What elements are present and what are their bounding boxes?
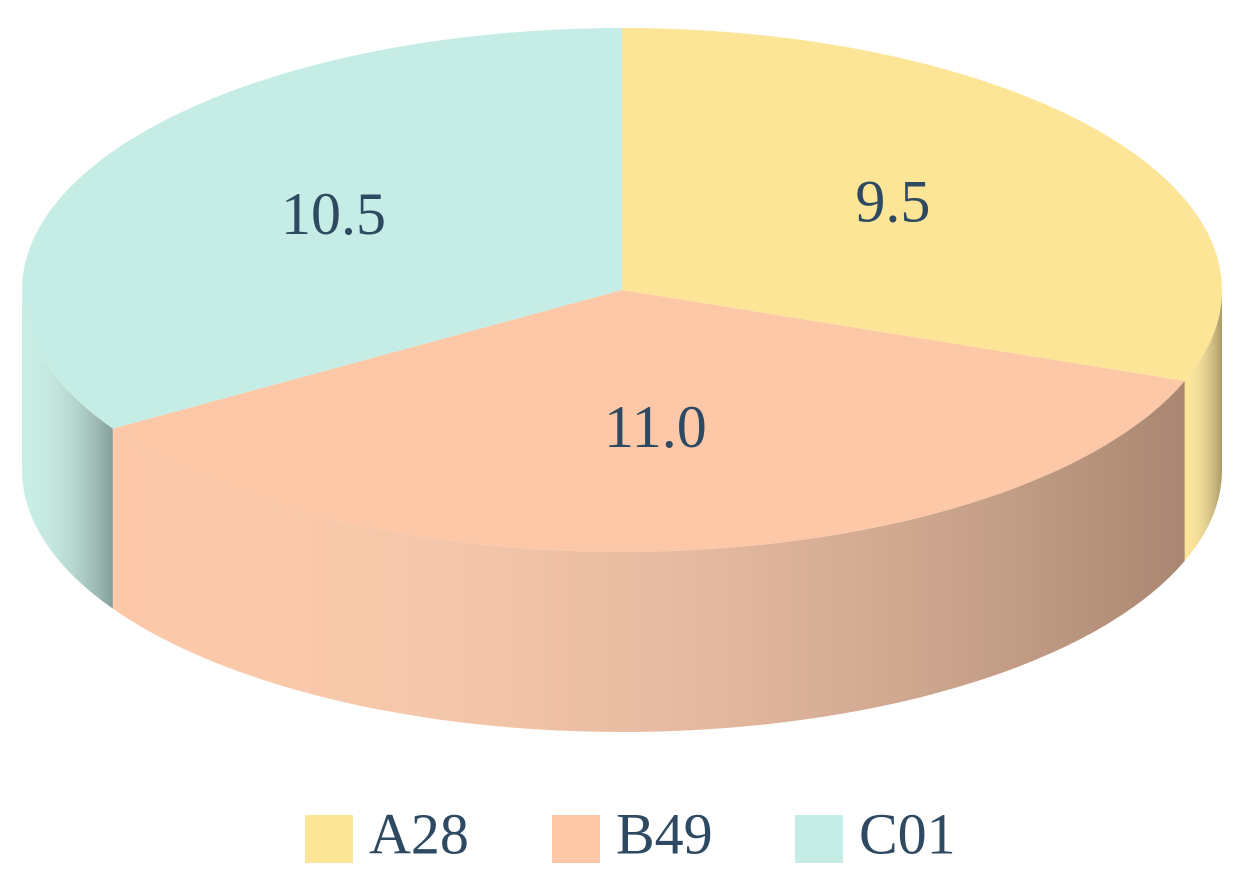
slice bbox=[622, 28, 1222, 381]
slice-side-shade bbox=[22, 290, 113, 609]
legend-swatch bbox=[795, 815, 843, 863]
legend-label: C01 bbox=[859, 801, 956, 866]
slice-side-shade bbox=[112, 380, 1185, 733]
slice bbox=[112, 290, 1185, 552]
legend-label: A28 bbox=[369, 801, 469, 866]
slice bbox=[21, 27, 622, 429]
legend-label: B49 bbox=[616, 801, 713, 866]
legend-swatch bbox=[552, 815, 600, 863]
legend-swatch bbox=[305, 815, 353, 863]
data-label: 11.0 bbox=[604, 394, 707, 460]
data-label: 10.5 bbox=[281, 181, 386, 247]
data-label: 9.5 bbox=[855, 168, 930, 234]
slice-side-shade bbox=[1184, 290, 1222, 561]
